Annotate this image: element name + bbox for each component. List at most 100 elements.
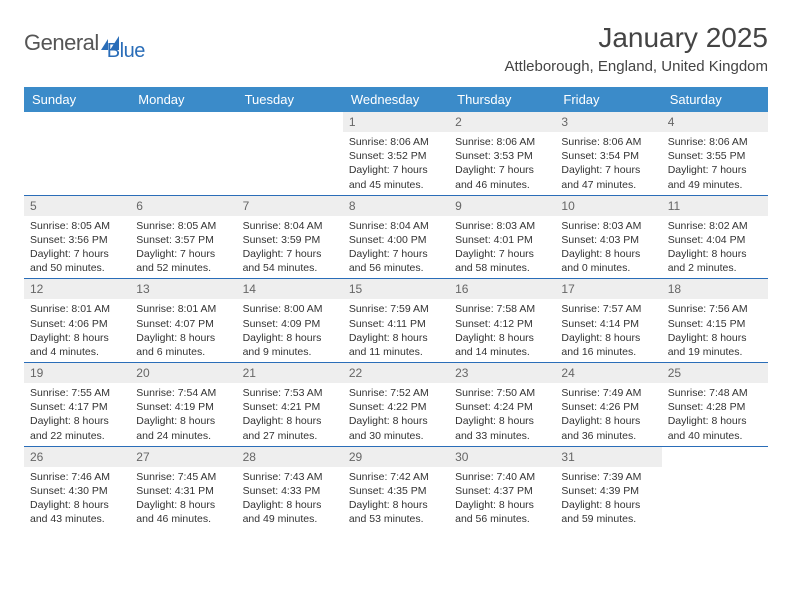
header: General Blue January 2025 Attleborough, …: [24, 22, 768, 75]
calendar-day-cell: 18Sunrise: 7:56 AMSunset: 4:15 PMDayligh…: [662, 279, 768, 363]
day-info: Sunrise: 8:01 AMSunset: 4:07 PMDaylight:…: [130, 299, 236, 362]
day-number: 19: [24, 363, 130, 383]
sunset-text: Sunset: 3:57 PM: [136, 233, 230, 247]
daylight-text: Daylight: 8 hours and 22 minutes.: [30, 414, 124, 442]
calendar-week-row: 19Sunrise: 7:55 AMSunset: 4:17 PMDayligh…: [24, 363, 768, 447]
calendar-day-cell: 1Sunrise: 8:06 AMSunset: 3:52 PMDaylight…: [343, 112, 449, 195]
sunset-text: Sunset: 3:54 PM: [561, 149, 655, 163]
day-info: Sunrise: 8:06 AMSunset: 3:54 PMDaylight:…: [555, 132, 661, 195]
sunset-text: Sunset: 4:39 PM: [561, 484, 655, 498]
sunrise-text: Sunrise: 8:00 AM: [243, 302, 337, 316]
sunrise-text: Sunrise: 7:57 AM: [561, 302, 655, 316]
daylight-text: Daylight: 8 hours and 11 minutes.: [349, 331, 443, 359]
daylight-text: Daylight: 8 hours and 56 minutes.: [455, 498, 549, 526]
calendar-day-cell: 7Sunrise: 8:04 AMSunset: 3:59 PMDaylight…: [237, 195, 343, 279]
calendar-day-cell: 16Sunrise: 7:58 AMSunset: 4:12 PMDayligh…: [449, 279, 555, 363]
sunset-text: Sunset: 4:19 PM: [136, 400, 230, 414]
day-number: 11: [662, 196, 768, 216]
calendar-day-cell: 5Sunrise: 8:05 AMSunset: 3:56 PMDaylight…: [24, 195, 130, 279]
calendar-day-cell: [237, 112, 343, 195]
day-info: Sunrise: 8:04 AMSunset: 3:59 PMDaylight:…: [237, 216, 343, 279]
day-info: Sunrise: 7:55 AMSunset: 4:17 PMDaylight:…: [24, 383, 130, 446]
calendar-day-cell: 20Sunrise: 7:54 AMSunset: 4:19 PMDayligh…: [130, 363, 236, 447]
calendar-day-cell: 31Sunrise: 7:39 AMSunset: 4:39 PMDayligh…: [555, 446, 661, 529]
day-number: 29: [343, 447, 449, 467]
daylight-text: Daylight: 7 hours and 50 minutes.: [30, 247, 124, 275]
daylight-text: Daylight: 8 hours and 16 minutes.: [561, 331, 655, 359]
sunrise-text: Sunrise: 8:06 AM: [561, 135, 655, 149]
sunrise-text: Sunrise: 8:06 AM: [349, 135, 443, 149]
day-info: Sunrise: 7:52 AMSunset: 4:22 PMDaylight:…: [343, 383, 449, 446]
sunset-text: Sunset: 4:06 PM: [30, 317, 124, 331]
sunrise-text: Sunrise: 8:05 AM: [136, 219, 230, 233]
sunrise-text: Sunrise: 7:40 AM: [455, 470, 549, 484]
dow-header: Thursday: [449, 87, 555, 112]
day-number: 17: [555, 279, 661, 299]
sunset-text: Sunset: 4:09 PM: [243, 317, 337, 331]
sunset-text: Sunset: 4:07 PM: [136, 317, 230, 331]
daylight-text: Daylight: 8 hours and 0 minutes.: [561, 247, 655, 275]
sunrise-text: Sunrise: 7:43 AM: [243, 470, 337, 484]
sunset-text: Sunset: 3:55 PM: [668, 149, 762, 163]
calendar-day-cell: 29Sunrise: 7:42 AMSunset: 4:35 PMDayligh…: [343, 446, 449, 529]
sunset-text: Sunset: 4:33 PM: [243, 484, 337, 498]
calendar-day-cell: 27Sunrise: 7:45 AMSunset: 4:31 PMDayligh…: [130, 446, 236, 529]
calendar-day-cell: 9Sunrise: 8:03 AMSunset: 4:01 PMDaylight…: [449, 195, 555, 279]
sunrise-text: Sunrise: 7:49 AM: [561, 386, 655, 400]
daylight-text: Daylight: 8 hours and 9 minutes.: [243, 331, 337, 359]
sunrise-text: Sunrise: 7:54 AM: [136, 386, 230, 400]
daylight-text: Daylight: 8 hours and 43 minutes.: [30, 498, 124, 526]
day-info: Sunrise: 8:05 AMSunset: 3:57 PMDaylight:…: [130, 216, 236, 279]
sunset-text: Sunset: 3:53 PM: [455, 149, 549, 163]
day-number: 26: [24, 447, 130, 467]
day-info: Sunrise: 8:01 AMSunset: 4:06 PMDaylight:…: [24, 299, 130, 362]
sunrise-text: Sunrise: 7:53 AM: [243, 386, 337, 400]
sunrise-text: Sunrise: 7:50 AM: [455, 386, 549, 400]
day-info: Sunrise: 7:56 AMSunset: 4:15 PMDaylight:…: [662, 299, 768, 362]
sunrise-text: Sunrise: 7:55 AM: [30, 386, 124, 400]
day-number: 12: [24, 279, 130, 299]
sunrise-text: Sunrise: 8:02 AM: [668, 219, 762, 233]
sunrise-text: Sunrise: 8:01 AM: [30, 302, 124, 316]
sunset-text: Sunset: 4:01 PM: [455, 233, 549, 247]
day-number: 16: [449, 279, 555, 299]
calendar-day-cell: 23Sunrise: 7:50 AMSunset: 4:24 PMDayligh…: [449, 363, 555, 447]
daylight-text: Daylight: 7 hours and 45 minutes.: [349, 163, 443, 191]
sunset-text: Sunset: 4:31 PM: [136, 484, 230, 498]
day-number: 27: [130, 447, 236, 467]
calendar-day-cell: 8Sunrise: 8:04 AMSunset: 4:00 PMDaylight…: [343, 195, 449, 279]
day-info: Sunrise: 8:06 AMSunset: 3:53 PMDaylight:…: [449, 132, 555, 195]
day-number: 15: [343, 279, 449, 299]
day-info: Sunrise: 8:03 AMSunset: 4:03 PMDaylight:…: [555, 216, 661, 279]
daylight-text: Daylight: 8 hours and 49 minutes.: [243, 498, 337, 526]
sunset-text: Sunset: 4:30 PM: [30, 484, 124, 498]
sunset-text: Sunset: 4:17 PM: [30, 400, 124, 414]
sunrise-text: Sunrise: 7:42 AM: [349, 470, 443, 484]
sunrise-text: Sunrise: 7:58 AM: [455, 302, 549, 316]
sunrise-text: Sunrise: 8:01 AM: [136, 302, 230, 316]
sunrise-text: Sunrise: 8:05 AM: [30, 219, 124, 233]
day-number: 23: [449, 363, 555, 383]
daylight-text: Daylight: 8 hours and 14 minutes.: [455, 331, 549, 359]
day-info: Sunrise: 7:40 AMSunset: 4:37 PMDaylight:…: [449, 467, 555, 530]
day-info: Sunrise: 7:54 AMSunset: 4:19 PMDaylight:…: [130, 383, 236, 446]
day-info: Sunrise: 7:46 AMSunset: 4:30 PMDaylight:…: [24, 467, 130, 530]
daylight-text: Daylight: 7 hours and 52 minutes.: [136, 247, 230, 275]
sunrise-text: Sunrise: 8:04 AM: [349, 219, 443, 233]
day-info: Sunrise: 8:06 AMSunset: 3:52 PMDaylight:…: [343, 132, 449, 195]
sunrise-text: Sunrise: 8:03 AM: [561, 219, 655, 233]
day-info: Sunrise: 7:58 AMSunset: 4:12 PMDaylight:…: [449, 299, 555, 362]
daylight-text: Daylight: 8 hours and 53 minutes.: [349, 498, 443, 526]
daylight-text: Daylight: 7 hours and 47 minutes.: [561, 163, 655, 191]
daylight-text: Daylight: 8 hours and 33 minutes.: [455, 414, 549, 442]
day-info: Sunrise: 7:39 AMSunset: 4:39 PMDaylight:…: [555, 467, 661, 530]
calendar-day-cell: 21Sunrise: 7:53 AMSunset: 4:21 PMDayligh…: [237, 363, 343, 447]
day-info: Sunrise: 7:59 AMSunset: 4:11 PMDaylight:…: [343, 299, 449, 362]
day-number: 7: [237, 196, 343, 216]
dow-header: Friday: [555, 87, 661, 112]
sunset-text: Sunset: 4:12 PM: [455, 317, 549, 331]
sunrise-text: Sunrise: 7:48 AM: [668, 386, 762, 400]
day-info: Sunrise: 7:49 AMSunset: 4:26 PMDaylight:…: [555, 383, 661, 446]
daylight-text: Daylight: 7 hours and 54 minutes.: [243, 247, 337, 275]
daylight-text: Daylight: 8 hours and 6 minutes.: [136, 331, 230, 359]
